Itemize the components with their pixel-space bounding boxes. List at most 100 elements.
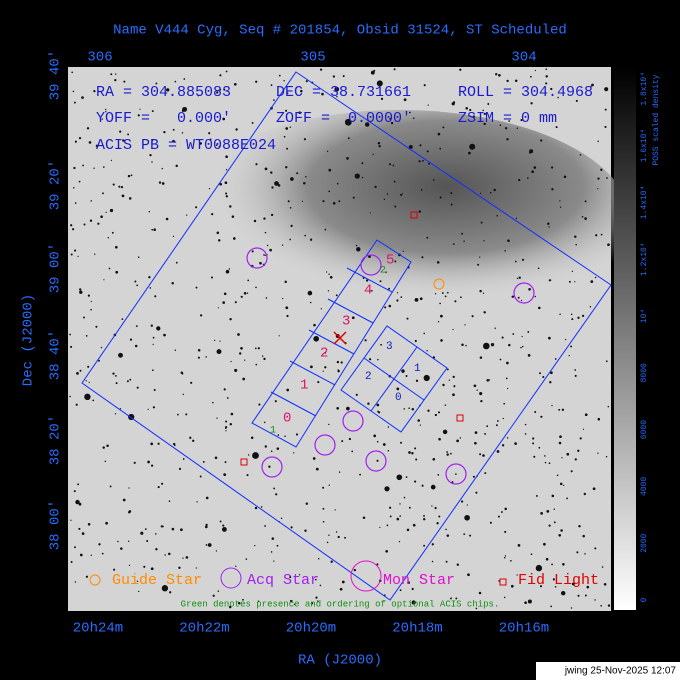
star bbox=[286, 314, 289, 318]
star bbox=[148, 211, 151, 213]
star bbox=[205, 544, 208, 546]
star bbox=[545, 82, 548, 85]
star bbox=[336, 182, 339, 185]
star bbox=[504, 530, 507, 533]
star bbox=[317, 558, 320, 560]
star bbox=[225, 195, 228, 198]
star bbox=[479, 453, 482, 456]
star bbox=[143, 565, 146, 568]
star bbox=[85, 575, 89, 578]
star bbox=[574, 281, 576, 283]
star bbox=[264, 231, 267, 234]
star bbox=[69, 395, 71, 398]
star bbox=[265, 297, 268, 299]
star bbox=[483, 240, 485, 242]
colorbar-label: 1.4x10⁴ bbox=[640, 186, 649, 220]
star bbox=[475, 491, 478, 494]
star bbox=[474, 441, 477, 445]
star bbox=[328, 484, 330, 486]
star bbox=[212, 401, 214, 404]
star bbox=[493, 188, 496, 192]
star bbox=[419, 576, 422, 579]
star bbox=[247, 454, 250, 456]
star bbox=[231, 144, 234, 146]
star bbox=[353, 568, 357, 572]
star bbox=[263, 217, 266, 220]
star bbox=[456, 439, 459, 443]
star bbox=[178, 566, 181, 570]
star bbox=[74, 546, 76, 549]
star bbox=[185, 413, 188, 416]
star bbox=[98, 543, 101, 546]
star bbox=[158, 181, 162, 184]
star bbox=[322, 507, 325, 510]
star bbox=[405, 476, 408, 478]
star bbox=[445, 528, 447, 531]
star bbox=[578, 524, 581, 528]
star bbox=[431, 560, 434, 563]
acq-star bbox=[445, 463, 467, 485]
star bbox=[73, 186, 75, 189]
star bbox=[452, 393, 455, 397]
star bbox=[554, 358, 557, 360]
s-array bbox=[251, 239, 412, 448]
star bbox=[533, 166, 537, 169]
star bbox=[600, 233, 603, 236]
star bbox=[542, 375, 545, 379]
star bbox=[161, 182, 165, 185]
star bbox=[78, 180, 81, 183]
star bbox=[482, 109, 484, 112]
star bbox=[128, 564, 131, 566]
star bbox=[559, 482, 563, 486]
chip-border bbox=[289, 360, 336, 386]
star bbox=[111, 231, 114, 234]
star bbox=[604, 87, 609, 92]
star bbox=[423, 84, 426, 87]
star bbox=[151, 139, 154, 142]
star bbox=[369, 212, 371, 214]
star bbox=[581, 215, 584, 218]
star bbox=[594, 547, 597, 550]
star bbox=[105, 111, 107, 113]
star bbox=[403, 408, 405, 410]
star bbox=[415, 379, 419, 382]
star bbox=[597, 188, 599, 190]
star bbox=[225, 169, 228, 171]
star bbox=[486, 378, 490, 382]
star bbox=[468, 151, 471, 155]
star bbox=[181, 132, 184, 134]
star bbox=[508, 120, 511, 122]
star bbox=[354, 173, 360, 179]
star bbox=[359, 473, 362, 476]
star bbox=[418, 210, 421, 213]
star bbox=[239, 352, 242, 355]
star bbox=[461, 232, 464, 235]
star bbox=[549, 381, 552, 384]
star bbox=[574, 374, 577, 377]
star bbox=[152, 343, 154, 346]
star bbox=[150, 442, 154, 446]
star bbox=[295, 433, 299, 436]
star bbox=[336, 360, 340, 364]
star bbox=[174, 444, 176, 447]
chip-label: 5 bbox=[386, 253, 394, 269]
star bbox=[482, 454, 485, 457]
star bbox=[423, 332, 426, 335]
star bbox=[112, 183, 115, 186]
star bbox=[497, 515, 500, 518]
star bbox=[403, 496, 406, 499]
star bbox=[545, 68, 548, 71]
star bbox=[156, 326, 161, 331]
star bbox=[81, 96, 84, 99]
star bbox=[548, 524, 551, 527]
star bbox=[503, 556, 506, 559]
chip-label: 2 bbox=[380, 266, 386, 277]
star bbox=[597, 452, 599, 454]
star bbox=[552, 578, 556, 581]
chip-label: 1 bbox=[414, 363, 421, 375]
star bbox=[250, 436, 254, 439]
star bbox=[285, 166, 288, 169]
star bbox=[524, 433, 527, 435]
star bbox=[73, 101, 76, 104]
star bbox=[129, 338, 133, 341]
